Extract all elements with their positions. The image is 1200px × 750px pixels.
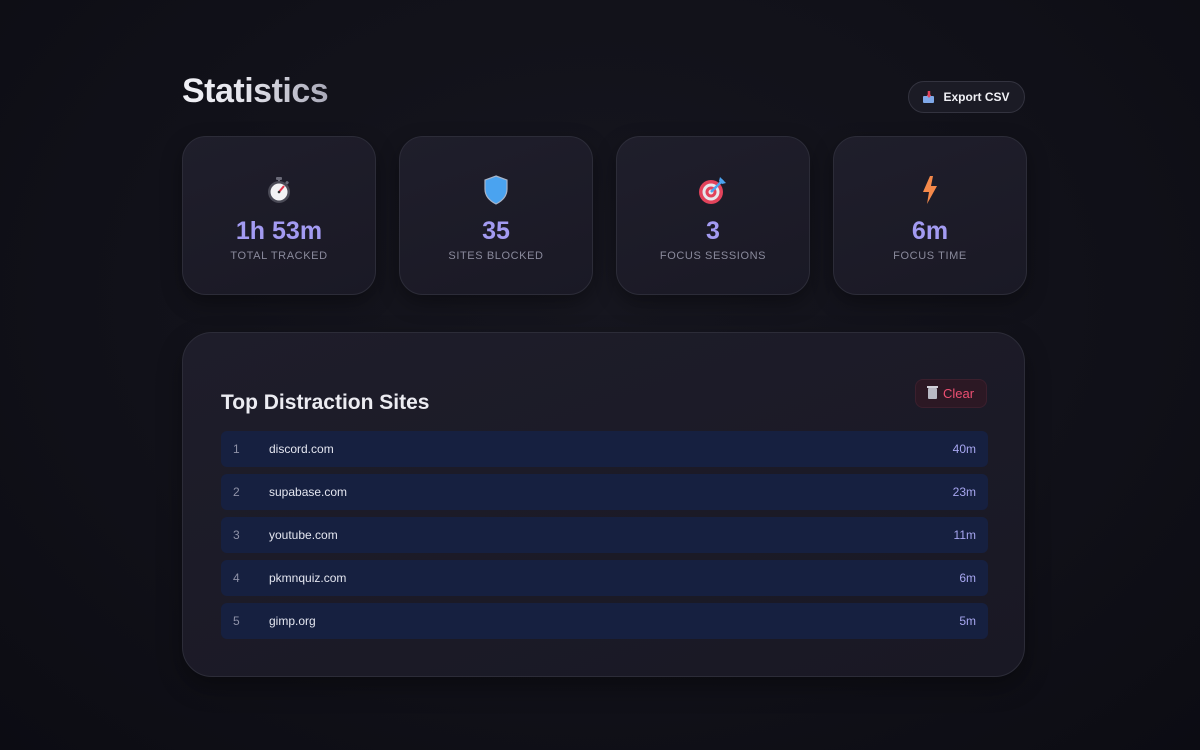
list-item[interactable]: 3 youtube.com 11m [221, 517, 988, 553]
clear-label: Clear [942, 386, 975, 401]
stat-label: Focus Sessions [659, 250, 767, 262]
list-item[interactable]: 1 discord.com 40m [221, 431, 988, 467]
rank: 2 [233, 485, 240, 499]
export-csv-label: Export CSV [943, 90, 1010, 104]
stat-value: 35 [482, 217, 510, 245]
time-spent: 40m [952, 442, 976, 456]
stat-card-focus-time: 6m Focus Time [833, 136, 1027, 295]
panel-title: Top Distraction Sites [221, 391, 430, 414]
site-name: youtube.com [269, 528, 338, 542]
site-name: gimp.org [269, 614, 316, 628]
list-item[interactable]: 2 supabase.com 23m [221, 474, 988, 510]
stat-value: 6m [911, 217, 949, 245]
wastebasket-icon [926, 386, 938, 399]
rank: 3 [233, 528, 240, 542]
time-spent: 11m [953, 528, 976, 542]
rank: 1 [233, 442, 240, 456]
time-spent: 6m [959, 571, 976, 585]
stat-label: Sites Blocked [448, 250, 544, 262]
rank: 5 [233, 614, 240, 628]
site-name: pkmnquiz.com [269, 571, 347, 585]
time-spent: 23m [952, 485, 976, 499]
stat-value: 1h 53m [235, 217, 323, 245]
stats-row: 1h 53m Total Tracked 35 Sites Blocked [182, 136, 1027, 295]
stat-value: 3 [706, 217, 720, 245]
list-item[interactable]: 4 pkmnquiz.com 6m [221, 560, 988, 596]
top-distraction-sites-panel: Top Distraction Sites Clear 1 discord.co… [182, 332, 1025, 677]
stat-label: Focus Time [893, 250, 967, 262]
stat-card-total-tracked: 1h 53m Total Tracked [182, 136, 376, 295]
export-csv-button[interactable]: Export CSV [908, 81, 1025, 113]
stopwatch-icon [264, 175, 294, 205]
shield-icon [481, 175, 511, 205]
site-name: discord.com [269, 442, 334, 456]
distraction-list: 1 discord.com 40m 2 supabase.com 23m 3 y… [221, 431, 988, 646]
stat-label: Total Tracked [230, 250, 328, 262]
bullseye-icon [698, 175, 728, 205]
outbox-tray-icon [923, 91, 935, 103]
page-title: Statistics [182, 72, 329, 110]
stat-card-focus-sessions: 3 Focus Sessions [616, 136, 810, 295]
list-item[interactable]: 5 gimp.org 5m [221, 603, 988, 639]
lightning-icon [915, 175, 945, 205]
site-name: supabase.com [269, 485, 348, 499]
time-spent: 5m [959, 614, 976, 628]
rank: 4 [233, 571, 240, 585]
stat-card-sites-blocked: 35 Sites Blocked [399, 136, 593, 295]
statistics-page: Statistics Export CSV 1h 53m Total Track… [182, 0, 1027, 750]
clear-button[interactable]: Clear [915, 379, 987, 408]
